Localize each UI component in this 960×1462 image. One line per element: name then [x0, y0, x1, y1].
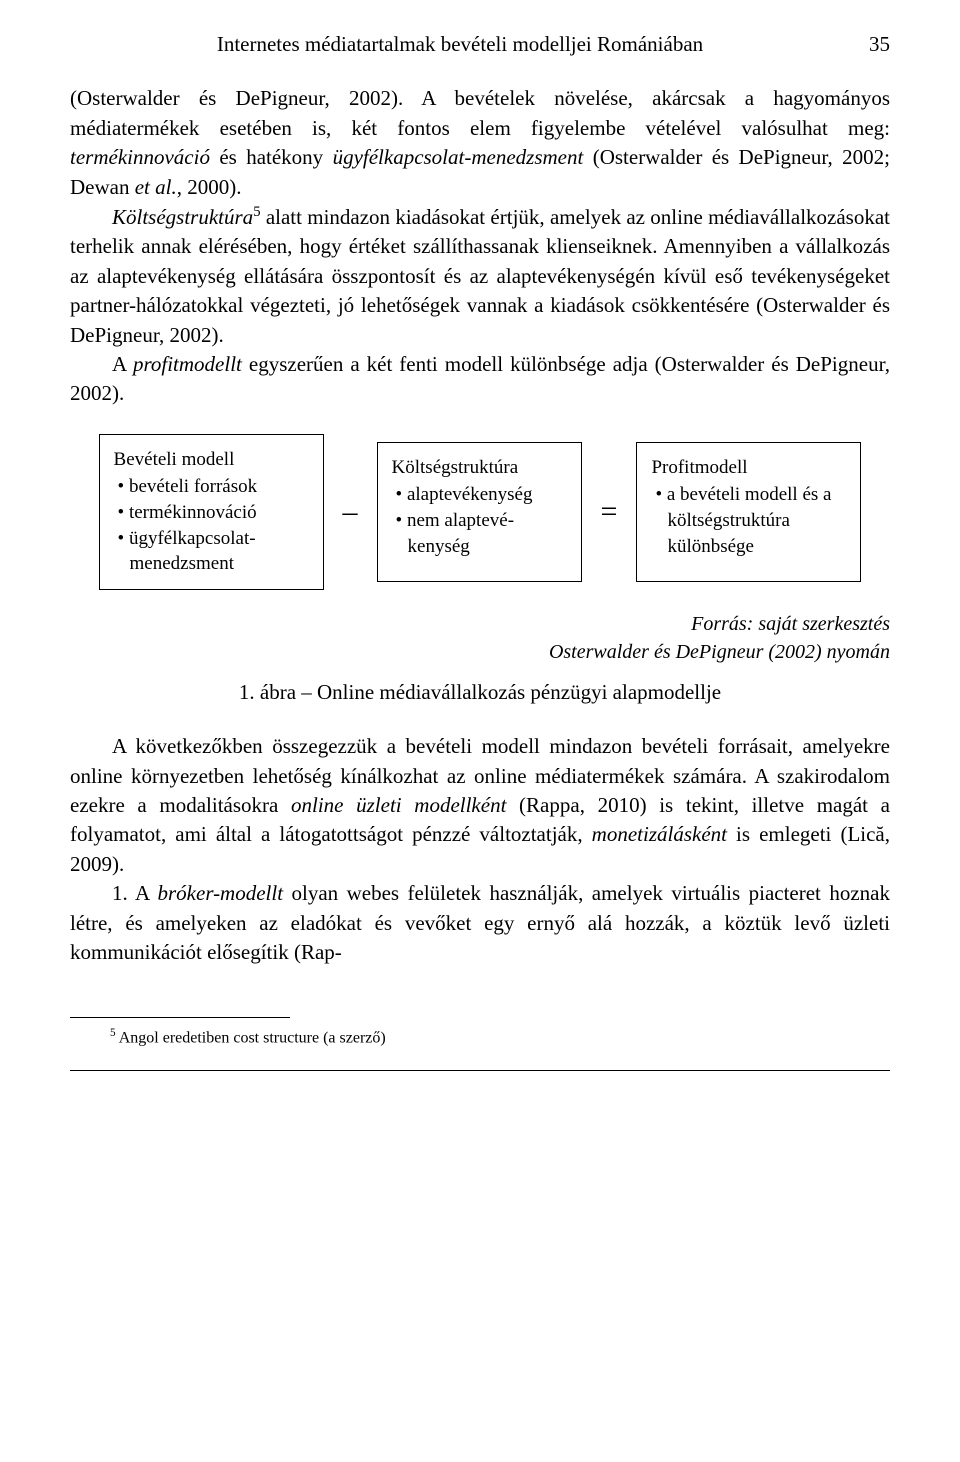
paragraph-3: A profitmodellt egyszerűen a két fenti m…	[70, 350, 890, 409]
box-list: bevételi források termékinnováció ügyfél…	[114, 474, 309, 577]
list-item: nem alaptevé-kenység	[396, 508, 567, 559]
box-revenue-model: Bevételi modell bevételi források termék…	[99, 434, 324, 590]
box-list: alaptevékenység nem alaptevé-kenység	[392, 482, 567, 559]
box-profit-model: Profitmodell a bevételi modell és a költ…	[636, 442, 861, 582]
page-number: 35	[850, 30, 890, 59]
footnote-text: Angol eredetiben cost structure (a szerz…	[116, 1030, 386, 1047]
body-text-block: (Osterwalder és DePigneur, 2002). A bevé…	[70, 84, 890, 408]
paragraph-4: A következőkben összegezzük a bevételi m…	[70, 732, 890, 879]
box-title: Bevételi modell	[114, 447, 309, 473]
list-item: ügyfélkapcsolat-menedzsment	[118, 526, 309, 577]
profit-model-diagram: Bevételi modell bevételi források termék…	[70, 434, 890, 590]
minus-operator: –	[339, 491, 362, 533]
paragraph-1: (Osterwalder és DePigneur, 2002). A bevé…	[70, 84, 890, 202]
equals-operator: =	[597, 491, 622, 533]
figure-source: Forrás: saját szerkesztés Osterwalder és…	[70, 610, 890, 666]
box-list: a bevételi modell és a költségstruktúra …	[651, 482, 846, 559]
list-item: alaptevékenység	[396, 482, 567, 508]
list-item: a bevételi modell és a költségstruktúra …	[655, 482, 846, 559]
paragraph-2: Költségstruktúra5 alatt mindazon kiadáso…	[70, 202, 890, 350]
paragraph-5: 1. A bróker-modellt olyan webes felülete…	[70, 879, 890, 967]
list-item: bevételi források	[118, 474, 309, 500]
body-text-block-2: A következőkben összegezzük a bevételi m…	[70, 732, 890, 967]
box-title: Profitmodell	[651, 455, 846, 481]
box-cost-structure: Költségstruktúra alaptevékenység nem ala…	[377, 442, 582, 582]
bottom-rule	[70, 1070, 890, 1071]
box-title: Költségstruktúra	[392, 455, 567, 481]
footnote: 5 Angol eredetiben cost structure (a sze…	[70, 1026, 890, 1050]
footnote-separator	[70, 1017, 290, 1018]
header-title: Internetes médiatartalmak bevételi model…	[70, 30, 850, 59]
figure-caption: 1. ábra – Online médiavállalkozás pénzüg…	[70, 678, 890, 707]
list-item: termékinnováció	[118, 500, 309, 526]
running-header: Internetes médiatartalmak bevételi model…	[70, 30, 890, 59]
